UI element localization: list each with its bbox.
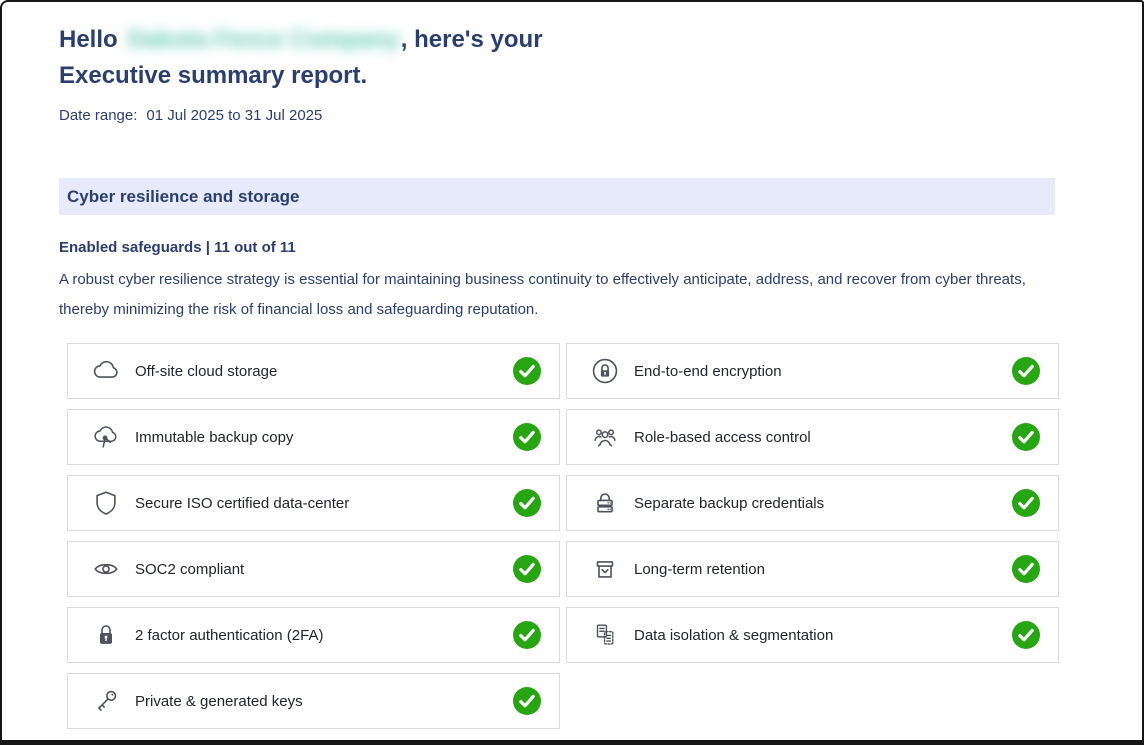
key-icon [90,685,122,717]
check-icon [513,357,541,385]
report-content: Hello Dakota Fence Company, here's your E… [2,2,1142,729]
check-icon [1012,423,1040,451]
date-range-label: Date range: [59,107,138,124]
safeguard-label: End-to-end encryption [634,362,782,380]
safeguard-card: Separate backup credentials [566,475,1059,531]
safeguard-card: Immutable backup copy [67,409,560,465]
safeguard-card: End-to-end encryption [566,343,1059,399]
check-icon [1012,555,1040,583]
documents-icon [589,619,621,651]
check-icon [513,621,541,649]
user-group-icon [589,421,621,453]
check-icon [513,687,541,715]
safeguard-label: Long-term retention [634,560,765,578]
company-name-redacted: Dakota Fence Company [127,26,400,53]
safeguard-label: Data isolation & segmentation [634,626,834,644]
safeguard-label: SOC2 compliant [135,560,245,578]
safeguards-grid: Off-site cloud storage End-to-end encryp… [67,343,1059,729]
check-icon [1012,621,1040,649]
safeguard-label: Role-based access control [634,428,811,446]
check-icon [513,555,541,583]
shield-icon [90,487,122,519]
eye-icon [90,553,122,585]
cloud-icon [90,355,122,387]
check-icon [513,489,541,517]
greeting-prefix: Hello [59,26,118,53]
safeguard-label: Separate backup credentials [634,494,825,512]
safeguard-card: Data isolation & segmentation [566,607,1059,663]
page-title: Hello Dakota Fence Company, here's your E… [59,22,1142,94]
server-lock-icon [589,487,621,519]
safeguard-card: 2 factor authentication (2FA) [67,607,560,663]
check-icon [1012,357,1040,385]
section-description: A robust cyber resilience strategy is es… [59,271,1026,318]
archive-box-icon [589,553,621,585]
safeguard-card: Secure ISO certified data-center [67,475,560,531]
date-range: Date range: 01 Jul 2025 to 31 Jul 2025 [59,107,1142,124]
safeguard-label: 2 factor authentication (2FA) [135,626,324,644]
safeguard-label: Off-site cloud storage [135,362,278,380]
safeguard-card: Private & generated keys [67,673,560,729]
padlock-icon [90,619,122,651]
safeguard-card: Role-based access control [566,409,1059,465]
section-header-cyber-resilience: Cyber resilience and storage [59,178,1055,215]
section-title: Cyber resilience and storage [67,186,300,206]
check-icon [513,423,541,451]
safeguard-card: Long-term retention [566,541,1059,597]
date-range-value: 01 Jul 2025 to 31 Jul 2025 [146,107,323,124]
safeguard-card: SOC2 compliant [67,541,560,597]
cloud-pin-icon [90,421,122,453]
greeting-suffix: , here's your [400,26,543,53]
safeguard-card: Off-site cloud storage [67,343,560,399]
safeguard-label: Secure ISO certified data-center [135,494,350,512]
page-title-line2: Executive summary report. [59,62,368,89]
enabled-safeguards-count: Enabled safeguards | 11 out of 11 [59,239,296,256]
check-icon [1012,489,1040,517]
safeguard-label: Immutable backup copy [135,428,294,446]
safeguard-label: Private & generated keys [135,692,303,710]
lock-circle-icon [589,355,621,387]
